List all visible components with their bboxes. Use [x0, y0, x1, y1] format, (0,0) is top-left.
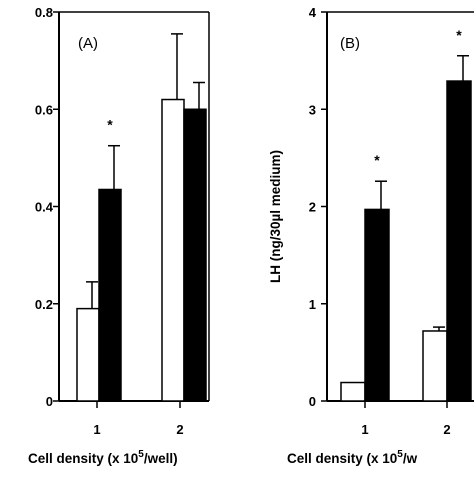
x-tick-label: 1 [93, 422, 100, 437]
panel-b: 0 1 2 3 4 1 2 * * (B) Cell density (x 105/w LH (ng/… [268, 5, 474, 466]
y-tick-label: 3 [309, 102, 316, 117]
panel-label: (A) [78, 35, 98, 52]
y-tick-label: 0.2 [35, 297, 53, 312]
y-tick-label: 0.6 [35, 102, 53, 117]
bar-treated [446, 80, 472, 402]
y-axis-title: LH (ng/30µl medium) [268, 150, 283, 283]
bar-control [161, 98, 185, 402]
bar-control [340, 381, 366, 402]
y-tick-label: 2 [309, 200, 316, 215]
bar-control [76, 307, 100, 402]
bar-control [422, 330, 448, 402]
y-tick-label: 0 [46, 394, 53, 409]
significance-mark: * [374, 152, 380, 168]
x-tick-label: 1 [361, 422, 368, 437]
panel-a: 0 0.2 0.4 0.6 0.8 1 2 * (A) Cell density (x 105/w… [28, 5, 210, 466]
significance-mark: * [456, 27, 462, 43]
bar-treated [183, 108, 207, 402]
y-tick-label: 0 [309, 394, 316, 409]
x-tick-label: 2 [443, 422, 450, 437]
y-tick-label: 0.4 [35, 200, 54, 215]
y-tick-label: 1 [309, 297, 316, 312]
x-tick-label: 2 [176, 422, 183, 437]
y-tick-label: 4 [309, 5, 317, 20]
bar-treated [98, 188, 122, 402]
x-axis-title: Cell density (x 105/well) [28, 449, 178, 466]
x-axis-title: Cell density (x 105/w [287, 449, 418, 466]
y-tick-label: 0.8 [35, 5, 53, 20]
significance-mark: * [107, 117, 113, 133]
bar-treated [364, 208, 390, 402]
panel-label: (B) [340, 35, 360, 52]
